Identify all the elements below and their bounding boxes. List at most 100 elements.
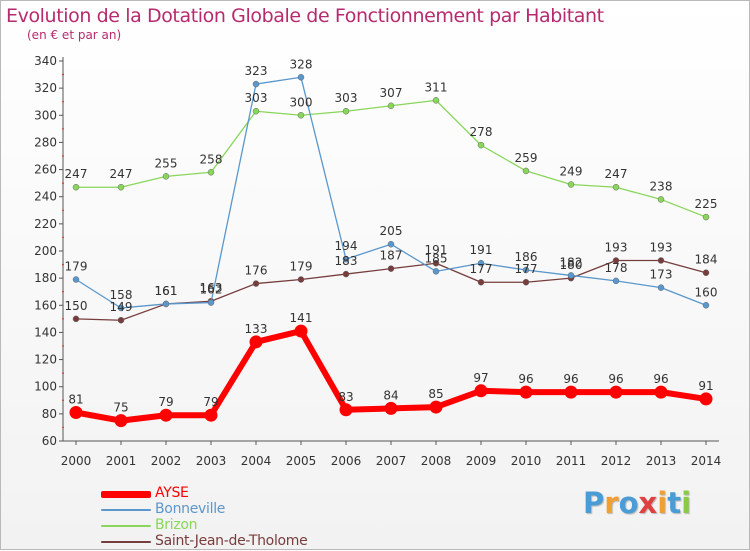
data-point-Bonneville: [297, 74, 305, 81]
data-label-Bonneville: 185: [425, 251, 448, 265]
data-label-Saint-Jean-de-Tholome: 193: [605, 241, 628, 255]
y-minor-tick: [62, 426, 64, 429]
x-tick-label: 2002: [151, 454, 182, 468]
data-point-AYSE: [429, 400, 443, 414]
data-label-Saint-Jean-de-Tholome: 150: [65, 299, 88, 313]
data-point-Bonneville: [702, 302, 710, 309]
legend-label: AYSE: [155, 485, 189, 501]
x-tick-label: 2009: [466, 454, 497, 468]
data-label-Saint-Jean-de-Tholome: 177: [515, 262, 538, 276]
data-label-Brizon: 311: [425, 80, 448, 94]
data-point-Saint-Jean-de-Tholome: [657, 257, 665, 264]
y-tick-label: 80: [42, 407, 57, 421]
data-label-Brizon: 249: [560, 165, 583, 179]
logo-letter: x: [638, 486, 658, 520]
data-label-AYSE: 91: [698, 379, 713, 393]
data-label-AYSE: 75: [113, 401, 128, 415]
legend-label: Brizon: [155, 517, 198, 533]
data-point-Brizon: [162, 173, 170, 180]
data-point-Bonneville: [207, 299, 215, 306]
data-point-AYSE: [654, 385, 668, 399]
y-minor-tick: [62, 100, 64, 103]
data-point-Saint-Jean-de-Tholome: [477, 278, 485, 286]
y-tick-label: 60: [42, 434, 57, 448]
data-label-AYSE: 96: [653, 372, 668, 386]
data-label-Bonneville: 205: [380, 224, 403, 238]
data-point-AYSE: [159, 408, 173, 422]
x-tick-label: 2001: [106, 454, 137, 468]
data-label-Brizon: 303: [335, 91, 358, 105]
data-label-Brizon: 238: [650, 179, 673, 193]
x-tick-label: 2006: [331, 454, 362, 468]
data-point-AYSE: [519, 385, 533, 399]
logo-letter: r: [604, 486, 619, 520]
y-minor-tick: [62, 127, 64, 130]
data-point-Saint-Jean-de-Tholome: [387, 265, 395, 272]
data-label-Bonneville: 182: [560, 255, 583, 269]
proxiti-logo: Proxiti: [583, 486, 691, 520]
data-point-AYSE: [294, 324, 308, 338]
data-point-AYSE: [249, 335, 263, 349]
y-minor-tick: [62, 290, 64, 293]
data-label-Bonneville: 160: [695, 285, 718, 299]
data-point-Brizon: [657, 196, 665, 203]
data-label-Saint-Jean-de-Tholome: 180: [560, 258, 583, 272]
data-label-Saint-Jean-de-Tholome: 187: [380, 249, 403, 263]
data-point-Brizon: [297, 112, 305, 119]
data-point-Bonneville: [657, 284, 665, 291]
data-point-Brizon: [522, 167, 530, 175]
y-tick-label: 280: [34, 135, 57, 149]
data-label-Saint-Jean-de-Tholome: 177: [470, 262, 493, 276]
data-label-Saint-Jean-de-Tholome: 163: [200, 281, 223, 295]
y-tick-label: 300: [34, 108, 57, 122]
data-point-Bonneville: [252, 80, 260, 88]
y-minor-tick: [62, 263, 64, 266]
y-minor-tick: [62, 372, 64, 375]
data-point-AYSE: [384, 401, 398, 415]
data-label-AYSE: 141: [290, 311, 313, 325]
y-minor-tick: [62, 73, 64, 76]
data-label-Brizon: 259: [515, 151, 538, 165]
data-point-Saint-Jean-de-Tholome: [612, 257, 620, 264]
data-point-Brizon: [342, 107, 350, 115]
legend-label: Bonneville: [155, 501, 226, 517]
data-label-Saint-Jean-de-Tholome: 149: [110, 300, 133, 314]
y-minor-tick: [62, 209, 64, 212]
y-tick-label: 160: [34, 298, 57, 312]
data-label-AYSE: 97: [473, 371, 488, 385]
data-point-AYSE: [474, 384, 488, 398]
data-label-AYSE: 81: [68, 393, 83, 407]
data-label-Brizon: 255: [155, 156, 178, 170]
data-point-Bonneville: [477, 259, 485, 267]
data-point-Brizon: [432, 97, 440, 104]
data-label-Brizon: 247: [110, 167, 133, 181]
data-label-Brizon: 258: [200, 152, 223, 166]
data-label-Bonneville: 191: [470, 243, 493, 257]
data-label-AYSE: 79: [203, 395, 218, 409]
data-label-Bonneville: 194: [335, 239, 358, 253]
y-tick-label: 180: [34, 271, 57, 285]
data-point-AYSE: [564, 385, 578, 399]
x-tick-label: 2003: [196, 454, 227, 468]
data-point-Brizon: [567, 181, 575, 188]
data-label-Saint-Jean-de-Tholome: 179: [290, 260, 313, 274]
data-point-Saint-Jean-de-Tholome: [342, 270, 350, 278]
y-minor-tick: [62, 182, 64, 185]
y-minor-tick: [62, 155, 64, 157]
data-point-Brizon: [702, 213, 710, 221]
x-tick-label: 2011: [556, 454, 587, 468]
logo-letter: i: [681, 486, 692, 520]
data-label-Brizon: 247: [65, 167, 88, 181]
data-point-Bonneville: [162, 300, 170, 308]
data-point-Brizon: [207, 169, 215, 176]
data-label-AYSE: 133: [245, 322, 268, 336]
x-tick-label: 2007: [376, 454, 407, 468]
chart-subtitle: (en € et par an): [27, 28, 122, 42]
data-label-Brizon: 300: [290, 95, 313, 109]
data-point-Bonneville: [72, 276, 80, 283]
data-point-Saint-Jean-de-Tholome: [297, 276, 305, 283]
data-point-Saint-Jean-de-Tholome: [432, 259, 440, 267]
data-point-AYSE: [69, 406, 83, 419]
data-label-Bonneville: 179: [65, 260, 88, 274]
